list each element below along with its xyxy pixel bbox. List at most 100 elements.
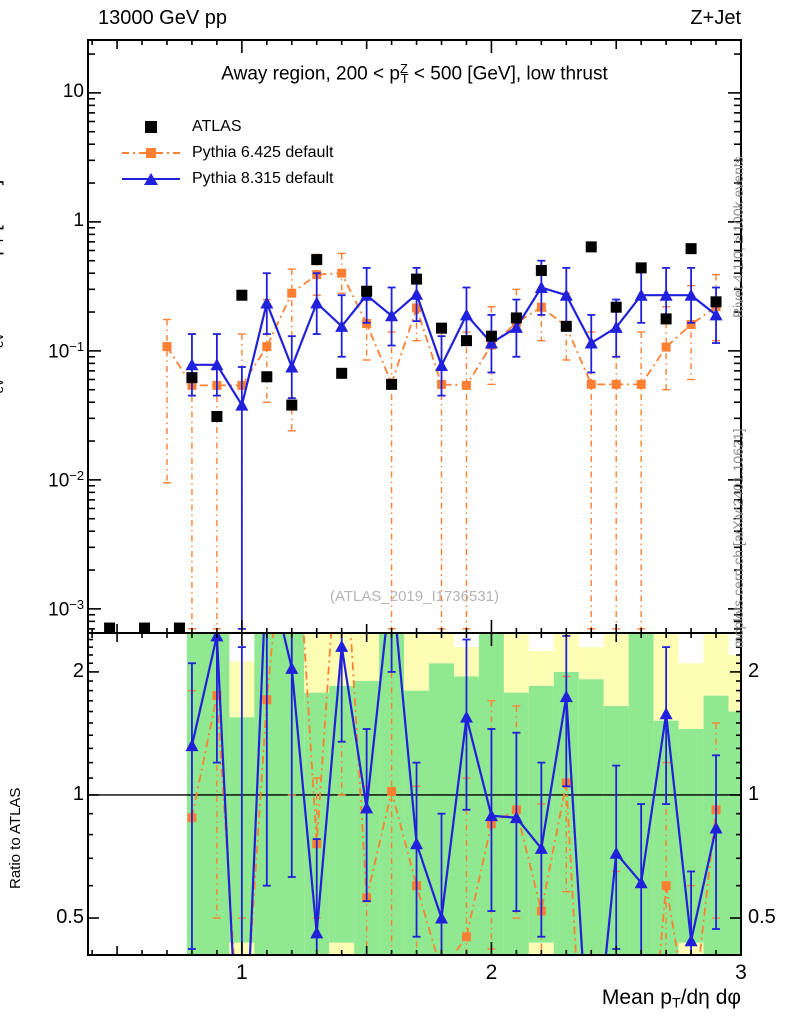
- legend-label-pythia6: Pythia 6.425 default: [192, 144, 334, 161]
- marker-square: [635, 262, 647, 274]
- y-tick-label: 10−2: [48, 467, 84, 492]
- band-green: [578, 679, 604, 955]
- band-yellow: [528, 650, 554, 686]
- x-tick-label: 2: [485, 961, 498, 984]
- legend-label-pythia8: Pythia 8.315 default: [192, 170, 334, 187]
- marker-square: [585, 241, 597, 253]
- marker-square: [535, 264, 547, 276]
- axis-ticks: [88, 40, 742, 955]
- marker-square: [236, 289, 248, 301]
- band-yellow: [404, 633, 430, 691]
- band-yellow: [728, 654, 741, 712]
- y-tick-label: 10: [62, 80, 84, 102]
- marker-square: [387, 786, 397, 796]
- marker-square: [186, 372, 198, 384]
- marker-square: [437, 967, 446, 976]
- series-line: [166, 272, 717, 387]
- legend-item-atlas: ATLAS: [120, 116, 242, 138]
- marker-triangle: [559, 690, 573, 703]
- marker-triangle: [534, 280, 548, 293]
- marker-square: [336, 367, 348, 379]
- marker-triangle: [609, 846, 623, 859]
- pythia6-marker-swatch: [122, 148, 180, 158]
- marker-square: [337, 268, 347, 278]
- band-yellow-bottom: [329, 942, 355, 955]
- marker-square: [104, 622, 116, 633]
- marker-square: [173, 622, 185, 633]
- marker-triangle: [484, 809, 498, 822]
- marker-square: [611, 379, 621, 389]
- ratio-uncertainty-bands: [186, 633, 741, 955]
- marker-square: [485, 330, 497, 342]
- legend-label-atlas: ATLAS: [192, 118, 242, 135]
- marker-triangle: [435, 911, 449, 924]
- ratio-tick-label-left: 0.5: [56, 906, 84, 929]
- marker-triangle: [310, 296, 324, 309]
- x-tick-label: 1: [236, 961, 248, 984]
- marker-square: [386, 378, 398, 390]
- marker-triangle: [310, 926, 324, 939]
- pythia8-marker-swatch: [122, 173, 180, 185]
- marker-triangle: [260, 556, 273, 568]
- band-yellow: [503, 633, 529, 693]
- marker-triangle: [559, 288, 573, 301]
- ratio-tick-label-right: 1: [748, 782, 760, 805]
- marker-triangle: [385, 309, 399, 322]
- ratio-tick-label-left: 2: [72, 659, 84, 682]
- marker-triangle: [484, 336, 498, 349]
- marker-triangle: [185, 358, 199, 371]
- band-yellow: [429, 633, 454, 664]
- marker-triangle: [634, 876, 648, 889]
- marker-square: [162, 342, 172, 352]
- marker-triangle: [709, 821, 723, 834]
- marker-triangle: [185, 739, 199, 752]
- marker-square: [661, 342, 671, 352]
- marker-square: [337, 475, 346, 484]
- marker-triangle: [459, 710, 473, 723]
- analysis-id-watermark: (ATLAS_2019_I1736531): [329, 588, 499, 605]
- marker-square: [261, 371, 273, 383]
- ratio-panel-frame: [87, 632, 742, 956]
- marker-triangle: [260, 296, 274, 309]
- beam-energy-label: 13000 GeV pp: [98, 7, 227, 29]
- marker-triangle: [410, 837, 424, 850]
- marker-triangle: [285, 360, 299, 373]
- marker-triangle: [509, 811, 523, 824]
- marker-triangle: [534, 841, 548, 854]
- marker-square: [710, 296, 722, 308]
- marker-triangle: [509, 320, 523, 333]
- y-tick-label: 10−1: [48, 338, 84, 363]
- series-line: [191, 286, 717, 408]
- marker-square: [636, 379, 646, 389]
- marker-triangle: [584, 336, 598, 349]
- marker-square: [461, 380, 471, 390]
- marker-triangle: [634, 288, 648, 301]
- ratio-tick-label-left: 1: [72, 782, 84, 805]
- series-pythia8-main: [185, 259, 723, 630]
- marker-square: [139, 622, 151, 633]
- marker-square: [685, 243, 697, 255]
- marker-triangle: [335, 319, 349, 332]
- marker-square: [661, 881, 671, 891]
- marker-triangle: [235, 398, 249, 411]
- marker-square: [686, 320, 696, 330]
- marker-square: [461, 932, 471, 942]
- marker-triangle: [684, 934, 698, 947]
- band-green: [254, 633, 305, 955]
- marker-triangle: [684, 288, 698, 301]
- marker-triangle: [410, 287, 424, 300]
- marker-square: [286, 399, 298, 411]
- marker-square: [560, 320, 572, 332]
- y-axis-label: 1/Nev dNev/d mean pT [GeV]−1: [0, 179, 6, 425]
- marker-square: [311, 254, 323, 266]
- marker-triangle: [659, 288, 673, 301]
- marker-triangle: [360, 801, 374, 814]
- marker-triangle: [285, 661, 299, 674]
- marker-square: [361, 285, 373, 297]
- marker-triangle: [609, 320, 623, 333]
- rivet-version-label: Rivet 4.1.0, ≥ 100k events: [730, 156, 746, 318]
- band-yellow: [304, 633, 330, 693]
- marker-square: [262, 342, 272, 352]
